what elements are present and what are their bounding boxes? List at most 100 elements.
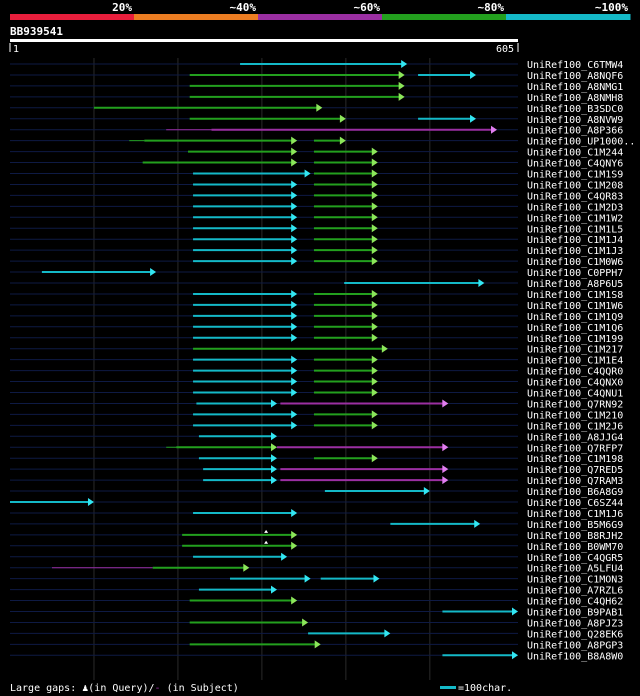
- alignment-arrow: [271, 443, 278, 452]
- hit-name: UniRef100_B0WM70: [527, 542, 623, 553]
- hit-row: UniRef100_C1MON3: [10, 574, 623, 586]
- alignment-arrow: [271, 399, 278, 408]
- hit-row: UniRef100_UP1000..: [10, 136, 635, 148]
- hit-name: UniRef100_C4QQR0: [527, 367, 623, 378]
- hit-name: UniRef100_C1M1E4: [527, 356, 623, 367]
- hit-name: UniRef100_A8NQF6: [527, 71, 623, 82]
- alignment-arrow: [401, 60, 408, 68]
- hit-row: UniRef100_C1M1J4: [10, 235, 623, 246]
- hit-name: UniRef100_A8NVW9: [527, 115, 623, 126]
- hit-row: UniRef100_C4QQR0: [10, 366, 623, 378]
- alignment-arrow: [291, 541, 298, 550]
- alignment-arrow: [371, 235, 378, 244]
- alignment-arrow: [371, 311, 378, 320]
- alignment-arrow: [291, 596, 298, 605]
- alignment-arrow: [291, 213, 298, 222]
- hit-row: UniRef100_B8RJH2: [10, 529, 623, 542]
- scale-label: 20%: [112, 1, 132, 14]
- alignment-arrow: [478, 279, 485, 287]
- hit-row: UniRef100_B3SDC0: [10, 103, 623, 115]
- alignment-arrow: [371, 421, 378, 430]
- hit-name: UniRef100_C1M1W2: [527, 213, 623, 224]
- scale-label: ~40%: [230, 1, 257, 14]
- hit-name: UniRef100_Q28EK6: [527, 629, 623, 640]
- alignment-arrow: [291, 180, 298, 189]
- large-gaps-label: Large gaps: ♟(in Query)/- (in Subject): [10, 683, 239, 694]
- hit-row: UniRef100_C1M210: [10, 410, 623, 421]
- hit-row: UniRef100_B0WM70: [10, 540, 623, 553]
- alignment-arrow: [291, 235, 298, 244]
- scale-label: ~80%: [478, 1, 505, 14]
- hit-row: UniRef100_A5LFU4: [10, 563, 623, 575]
- hit-row: UniRef100_B6A8G9: [10, 487, 623, 498]
- alignment-arrow: [291, 158, 298, 167]
- alignment-arrow: [271, 585, 278, 594]
- hit-name: UniRef100_C6TMW4: [527, 60, 623, 71]
- alignment-arrow: [371, 300, 378, 309]
- hit-row: UniRef100_B9PAB1: [10, 607, 623, 619]
- hit-name: UniRef100_C1MON3: [527, 575, 623, 586]
- hit-name: UniRef100_C4QNY6: [527, 159, 623, 170]
- alignment-arrow: [371, 213, 378, 222]
- hit-name: UniRef100_C1M1S9: [527, 170, 623, 181]
- alignment-arrow: [281, 552, 288, 561]
- scale-legend-text: =100char.: [458, 683, 512, 694]
- hit-name: UniRef100_C4QGR5: [527, 553, 623, 564]
- alignment-arrow: [150, 268, 157, 277]
- alignment-arrow: [291, 322, 298, 331]
- query-end-label: 605: [496, 44, 514, 55]
- alignment-arrow: [291, 311, 298, 320]
- alignment-arrow: [316, 103, 323, 112]
- alignment-arrow: [371, 366, 378, 375]
- hit-row: UniRef100_C1M1W2: [10, 213, 623, 224]
- hit-name: UniRef100_A7RZL6: [527, 586, 623, 597]
- scale-segment: [134, 14, 259, 20]
- hit-row: UniRef100_C1M199: [10, 333, 623, 345]
- hit-name: UniRef100_Q7RED5: [527, 465, 623, 476]
- hit-row: UniRef100_C4QNU1: [10, 388, 623, 400]
- alignment-arrow: [371, 147, 378, 156]
- hit-name: UniRef100_C1M1S8: [527, 290, 623, 301]
- hit-name: UniRef100_C4QH62: [527, 597, 623, 608]
- hit-name: UniRef100_A8PJZ3: [527, 618, 623, 629]
- query-bar: [10, 39, 518, 42]
- alignment-arrow: [271, 465, 278, 474]
- hit-row: UniRef100_C1M1Q9: [10, 311, 623, 323]
- alignment-arrow: [491, 125, 498, 134]
- hit-row: UniRef100_C4QH62: [10, 596, 623, 608]
- alignment-arrow: [423, 487, 430, 496]
- hit-name: UniRef100_C1M1J3: [527, 246, 623, 257]
- alignment-arrow: [291, 410, 298, 419]
- hit-name: UniRef100_C4QR83: [527, 191, 623, 202]
- alignment-arrow: [291, 147, 298, 156]
- query-name: BB939541: [10, 25, 63, 38]
- alignment-arrow: [371, 289, 378, 298]
- alignment-arrow: [291, 333, 298, 342]
- hit-name: UniRef100_C1M2D3: [527, 202, 623, 213]
- hit-row: UniRef100_C1M1J3: [10, 246, 623, 257]
- hit-row: UniRef100_A8NMH8: [10, 92, 623, 104]
- alignment-arrow: [371, 246, 378, 255]
- alignment-arrow: [291, 388, 298, 397]
- hit-row: UniRef100_C4QGR5: [10, 552, 623, 564]
- hit-name: UniRef100_C1M198: [527, 454, 623, 465]
- alignment-arrow: [291, 355, 298, 364]
- hit-name: UniRef100_Q7RFP7: [527, 443, 623, 454]
- hit-name: UniRef100_C1M217: [527, 345, 623, 356]
- alignment-arrow: [291, 366, 298, 375]
- alignment-arrow: [373, 574, 380, 583]
- scale-segment: [10, 14, 135, 20]
- hit-row: UniRef100_C6TMW4: [10, 60, 623, 71]
- hit-row: UniRef100_A8PJZ3: [10, 618, 623, 629]
- in-query-text: (in Query)/: [88, 683, 154, 694]
- hit-row: UniRef100_A8NMG1: [10, 81, 623, 93]
- hit-name: UniRef100_B9PAB1: [527, 608, 623, 619]
- hit-name: UniRef100_C1M1Q9: [527, 312, 623, 323]
- alignment-arrow: [291, 530, 298, 539]
- hit-row: UniRef100_B5M6G9: [10, 519, 623, 531]
- hit-row: UniRef100_C4QNY6: [10, 158, 623, 170]
- alignment-arrow: [291, 191, 298, 200]
- hit-row: UniRef100_Q7RED5: [10, 465, 623, 476]
- hit-row: UniRef100_C1M217: [10, 344, 623, 356]
